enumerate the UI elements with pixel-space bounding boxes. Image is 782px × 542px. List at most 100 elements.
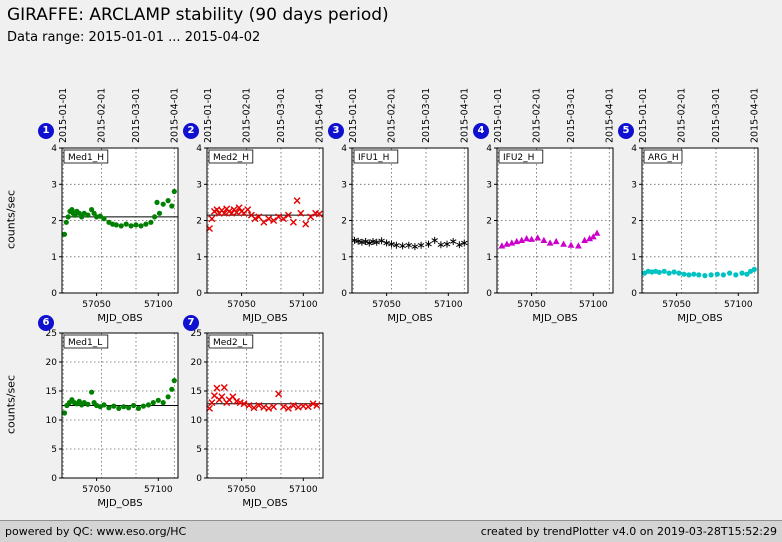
svg-text:2015-03-01: 2015-03-01	[421, 88, 432, 143]
svg-text:57100: 57100	[289, 300, 318, 310]
svg-text:0: 0	[196, 474, 202, 484]
svg-text:57050: 57050	[662, 300, 691, 310]
svg-text:2015-02-01: 2015-02-01	[97, 88, 108, 143]
svg-text:2: 2	[486, 217, 492, 227]
svg-text:2015-03-01: 2015-03-01	[566, 88, 577, 143]
svg-text:15: 15	[46, 387, 57, 397]
scatter-chart: ARG_H 0 1 2 3 4 57050 57100 MJD_OBS 2015-01-01 201…	[616, 76, 764, 331]
scatter-chart: Med1_H 0 1 2 3 4 57050 57100 MJD_OBS 2015-01-01 20…	[36, 76, 184, 331]
svg-text:MJD_OBS: MJD_OBS	[387, 313, 432, 324]
plot-number-badge: 3	[328, 123, 344, 139]
scatter-chart: Med1_L 0 5 10 15 20 25 57050 57100 MJD_OBS	[36, 305, 184, 516]
svg-text:57100: 57100	[144, 300, 173, 310]
svg-text:Med1_L: Med1_L	[68, 338, 102, 348]
scatter-chart: Med2_L 0 5 10 15 20 25 57050 57100 MJD_OBS	[181, 305, 329, 516]
svg-text:Med2_L: Med2_L	[213, 338, 247, 348]
plot-number-badge: 1	[38, 123, 54, 139]
svg-text:2015-01-01: 2015-01-01	[203, 88, 214, 143]
footer-bar: powered by QC: www.eso.org/HC created by…	[0, 520, 782, 542]
svg-text:57050: 57050	[82, 300, 111, 310]
svg-text:2015-03-01: 2015-03-01	[711, 88, 722, 143]
svg-text:4: 4	[341, 144, 347, 154]
svg-text:2015-02-01: 2015-02-01	[387, 88, 398, 143]
plot-number-badge: 6	[38, 315, 54, 331]
svg-text:4: 4	[196, 144, 202, 154]
svg-text:0: 0	[51, 289, 57, 299]
svg-text:IFU1_H: IFU1_H	[358, 153, 389, 163]
svg-text:MJD_OBS: MJD_OBS	[242, 313, 287, 324]
plot-number-badge: 2	[183, 123, 199, 139]
y-axis-label-row2: counts/sec	[4, 374, 18, 435]
svg-text:MJD_OBS: MJD_OBS	[242, 498, 287, 509]
svg-text:2015-03-01: 2015-03-01	[131, 88, 142, 143]
svg-text:4: 4	[631, 144, 637, 154]
date-range-subtitle: Data range: 2015-01-01 ... 2015-04-02	[7, 30, 261, 45]
plot-number-badge: 7	[183, 315, 199, 331]
svg-text:57050: 57050	[372, 300, 401, 310]
svg-text:0: 0	[341, 289, 347, 299]
svg-text:15: 15	[191, 387, 202, 397]
svg-text:20: 20	[46, 358, 58, 368]
svg-text:4: 4	[486, 144, 492, 154]
svg-text:3: 3	[486, 180, 492, 190]
svg-text:1: 1	[486, 253, 492, 263]
svg-text:Med1_H: Med1_H	[68, 153, 104, 163]
scatter-chart: Med2_H 0 1 2 3 4 57050 57100 MJD_OBS 2015-01-01 20…	[181, 76, 329, 331]
svg-text:57100: 57100	[289, 485, 318, 495]
svg-text:MJD_OBS: MJD_OBS	[97, 313, 142, 324]
svg-text:0: 0	[631, 289, 637, 299]
svg-text:57100: 57100	[144, 485, 173, 495]
svg-text:3: 3	[341, 180, 347, 190]
svg-text:0: 0	[486, 289, 492, 299]
svg-text:2015-02-01: 2015-02-01	[242, 88, 253, 143]
svg-text:2015-02-01: 2015-02-01	[532, 88, 543, 143]
svg-text:2015-04-01: 2015-04-01	[314, 88, 325, 143]
svg-text:5: 5	[51, 445, 57, 455]
scatter-chart: IFU2_H 0 1 2 3 4 57050 57100 MJD_OBS 2015-01-01 20…	[471, 76, 619, 331]
svg-text:2: 2	[341, 217, 347, 227]
svg-text:5: 5	[196, 445, 202, 455]
svg-text:25: 25	[191, 329, 202, 339]
svg-text:57050: 57050	[227, 300, 256, 310]
svg-text:57050: 57050	[517, 300, 546, 310]
y-axis-label-row1: counts/sec	[4, 189, 18, 250]
svg-text:2: 2	[51, 217, 57, 227]
svg-text:57100: 57100	[579, 300, 608, 310]
svg-text:3: 3	[631, 180, 637, 190]
svg-text:2015-01-01: 2015-01-01	[348, 88, 359, 143]
svg-text:1: 1	[51, 253, 57, 263]
svg-text:MJD_OBS: MJD_OBS	[677, 313, 722, 324]
svg-text:57050: 57050	[227, 485, 256, 495]
svg-text:2015-01-01: 2015-01-01	[638, 88, 649, 143]
svg-text:2015-04-01: 2015-04-01	[169, 88, 180, 143]
svg-text:2: 2	[196, 217, 202, 227]
svg-text:2: 2	[631, 217, 637, 227]
svg-text:10: 10	[191, 416, 203, 426]
footer-right-text: created by trendPlotter v4.0 on 2019-03-…	[480, 525, 777, 538]
svg-text:2015-01-01: 2015-01-01	[493, 88, 504, 143]
svg-text:0: 0	[196, 289, 202, 299]
svg-text:25: 25	[46, 329, 57, 339]
svg-text:3: 3	[196, 180, 202, 190]
svg-text:57100: 57100	[724, 300, 753, 310]
svg-text:20: 20	[191, 358, 203, 368]
plot-number-badge: 4	[473, 123, 489, 139]
svg-text:3: 3	[51, 180, 57, 190]
svg-text:MJD_OBS: MJD_OBS	[97, 498, 142, 509]
svg-text:57100: 57100	[434, 300, 463, 310]
svg-text:2015-04-01: 2015-04-01	[749, 88, 760, 143]
svg-text:2015-01-01: 2015-01-01	[58, 88, 69, 143]
svg-text:4: 4	[51, 144, 57, 154]
svg-text:IFU2_H: IFU2_H	[503, 153, 534, 163]
scatter-chart: IFU1_H 0 1 2 3 4 57050 57100 MJD_OBS 2015-01-01 20…	[326, 76, 474, 331]
footer-left-text: powered by QC: www.eso.org/HC	[5, 525, 187, 538]
svg-text:MJD_OBS: MJD_OBS	[532, 313, 577, 324]
svg-text:57050: 57050	[82, 485, 111, 495]
svg-text:10: 10	[46, 416, 58, 426]
svg-text:2015-03-01: 2015-03-01	[276, 88, 287, 143]
svg-text:Med2_H: Med2_H	[213, 153, 249, 163]
svg-text:2015-04-01: 2015-04-01	[604, 88, 615, 143]
page-title: GIRAFFE: ARCLAMP stability (90 days peri…	[7, 5, 389, 25]
svg-text:1: 1	[631, 253, 637, 263]
